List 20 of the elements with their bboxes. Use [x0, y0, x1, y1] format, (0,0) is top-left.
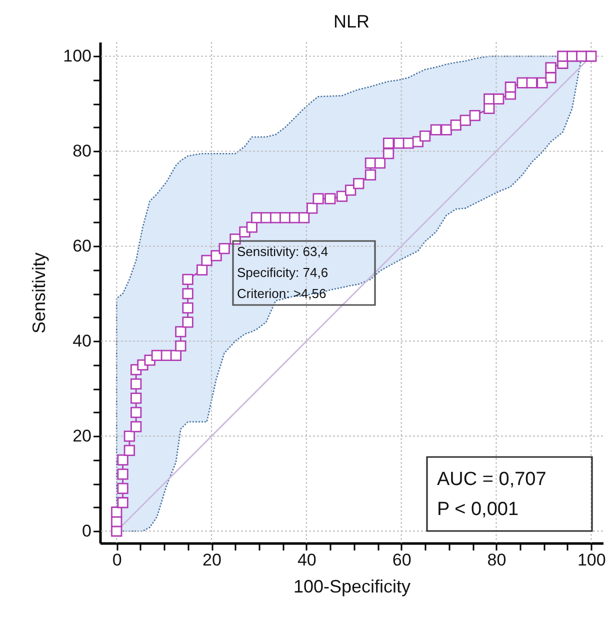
- annotation: Criterion: >4,56: [237, 286, 326, 301]
- annotation: Sensitivity: 63,4: [237, 244, 328, 259]
- y-tick-label: 80: [72, 142, 92, 161]
- x-tick-label: 0: [112, 550, 122, 570]
- annotation: AUC = 0,707: [437, 469, 546, 490]
- x-tick-label: 100: [577, 550, 606, 570]
- x-tick-label: 60: [392, 550, 412, 570]
- chart-title: NLR: [333, 12, 370, 32]
- y-tick-label: 60: [72, 236, 92, 256]
- y-tick-label: 0: [82, 522, 92, 541]
- y-tick-label: 20: [72, 426, 92, 446]
- x-tick-label: 40: [297, 550, 316, 570]
- x-tick-label: 20: [202, 550, 222, 570]
- x-axis-title: 100-Specificity: [293, 576, 411, 596]
- y-tick-label: 40: [72, 332, 92, 351]
- y-axis-title: Sensitivity: [29, 252, 50, 334]
- x-tick-label: 80: [487, 550, 506, 570]
- annotation: P < 0,001: [437, 499, 519, 520]
- y-tick-label: 100: [63, 46, 92, 66]
- annotation: Specificity: 74,6: [237, 265, 328, 280]
